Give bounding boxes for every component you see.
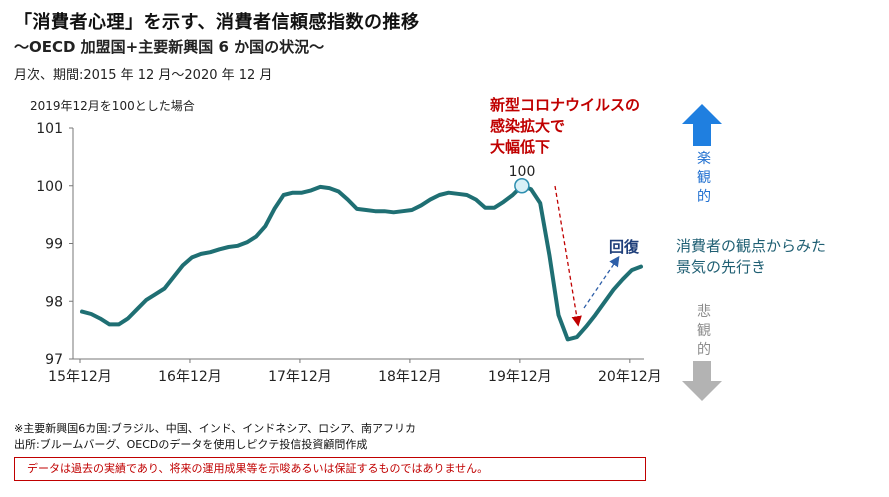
optimistic-label: 楽観的 [697,151,711,205]
x-tick-label: 20年12月 [598,369,662,385]
covid-annotation-line-3: 大幅低下 [490,138,551,156]
y-tick-label: 97 [45,352,63,368]
base-note: 2019年12月を100とした場合 [30,99,195,113]
x-tick-label: 17年12月 [268,369,332,385]
period-label: 月次、期間:2015 年 12 月～2020 年 12 月 [14,68,273,83]
x-tick-label: 19年12月 [488,369,552,385]
recovery-label: 回復 [609,238,640,256]
footnote-emerging-countries: ※主要新興国6カ国:ブラジル、中国、インド、インドネシア、ロシア、南アフリカ [14,422,417,435]
chart-title: 「消費者心理」を示す、消費者信頼感指数の推移 [14,12,420,33]
leading-indicator-note: 消費者の観点からみた 景気の先行き [676,236,826,278]
peak-label: 100 [509,164,536,180]
x-tick-label: 16年12月 [158,369,222,385]
y-tick-label: 99 [45,237,63,253]
disclaimer-text: データは過去の実績であり、将来の運用成果等を示唆あるいは保証するものではありませ… [27,462,489,475]
leading-note-line-2: 景気の先行き [676,258,767,276]
x-tick-label: 18年12月 [378,369,442,385]
chart-canvas: 97 98 99 100 101 15年12月 16年12月 17年12月 18年12月 19年… [36,104,722,401]
covid-annotation: 新型コロナウイルスの 感染拡大で 大幅低下 [490,95,640,158]
down-arrow-icon [682,361,722,401]
y-tick-label: 101 [36,121,63,137]
pessimistic-label: 悲観的 [697,304,711,358]
y-tick-label: 98 [45,294,63,310]
covid-annotation-line-1: 新型コロナウイルスの [490,96,641,114]
consumer-confidence-line [80,183,643,342]
leading-note-line-1: 消費者の観点からみた [676,237,827,255]
y-tick-label: 100 [36,179,63,195]
footnote-source: 出所:ブルームバーグ、OECDのデータを使用しピクテ投信投資顧問作成 [14,438,368,451]
up-arrow-icon [682,104,722,146]
x-tick-label: 15年12月 [48,369,112,385]
covid-annotation-line-2: 感染拡大で [490,117,566,135]
chart-subtitle: ～OECD 加盟国+主要新興国 6 か国の状況～ [14,38,325,56]
recovery-arrow [583,255,620,309]
covid-drop-arrow [554,185,582,327]
peak-marker [514,178,530,194]
disclaimer-box: データは過去の実績であり、将来の運用成果等を示唆あるいは保証するものではありませ… [14,457,646,481]
